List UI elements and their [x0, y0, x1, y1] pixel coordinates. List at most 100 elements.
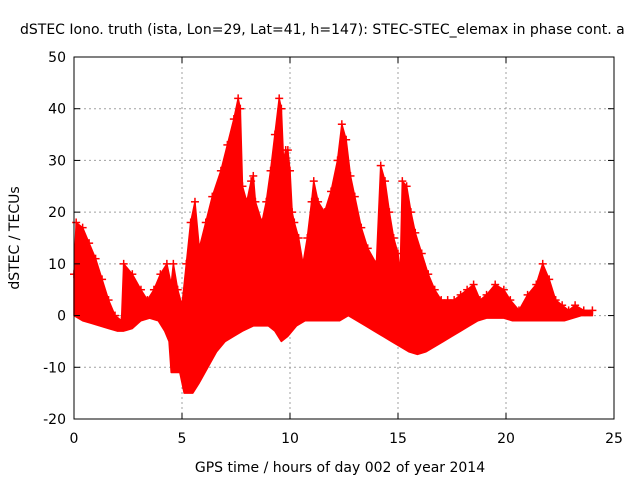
data-point [350, 192, 359, 201]
data-point [506, 296, 515, 305]
x-tick-label: 15 [389, 431, 407, 447]
data-point [394, 249, 402, 258]
data-point [270, 130, 279, 139]
y-tick-labels: -20 -10 0 10 20 30 40 50 [43, 50, 66, 428]
data-point [288, 208, 297, 217]
data-point [294, 234, 303, 242]
data-point [337, 120, 346, 129]
data-point [91, 254, 100, 263]
data-point [385, 208, 394, 217]
data-point [417, 249, 426, 258]
data-point [136, 285, 145, 294]
chart-title: dSTEC Iono. truth (ista, Lon=29, Lat=41,… [20, 22, 625, 38]
data-point [242, 197, 251, 206]
x-axis-label: GPS time / hours of day 002 of year 2014 [195, 460, 485, 476]
y-tick-label: 10 [48, 257, 66, 273]
data-point [402, 182, 411, 191]
data-point [275, 94, 284, 103]
data-point [279, 156, 288, 165]
x-tick-labels: 0 5 10 15 20 25 [70, 431, 623, 447]
data-point [208, 192, 217, 201]
data-point [216, 166, 225, 175]
y-tick-label: -10 [43, 360, 66, 376]
data-point [469, 280, 478, 289]
data-point [223, 140, 232, 149]
x-tick-label: 0 [70, 431, 79, 447]
data-point [257, 218, 266, 227]
data-point [290, 218, 299, 227]
data-point [514, 306, 523, 315]
data-point [186, 218, 195, 227]
data-point [117, 316, 126, 325]
data-point [389, 234, 398, 242]
data-point [476, 296, 485, 305]
data-point [588, 306, 597, 315]
x-tick-label: 20 [497, 431, 515, 447]
data-point [430, 285, 439, 294]
data-point [98, 275, 107, 284]
data-point [201, 218, 210, 227]
y-tick-label: 30 [48, 153, 66, 169]
data-point [286, 166, 294, 175]
data-point [564, 306, 573, 315]
data-point [167, 280, 176, 289]
y-axis-label: dSTEC / TECUs [7, 186, 23, 289]
data-point [342, 135, 351, 144]
x-tick-label: 10 [281, 431, 299, 447]
data-point [234, 94, 243, 103]
data-point [450, 296, 459, 305]
data-point [78, 223, 87, 232]
data-point [523, 290, 532, 299]
data-point [178, 301, 186, 310]
data-point [491, 280, 500, 289]
data-point [499, 285, 508, 294]
data-point [545, 275, 554, 284]
data-point [363, 244, 372, 253]
y-tick-label: 0 [57, 309, 66, 325]
data-point [251, 197, 260, 206]
data-point [262, 197, 271, 206]
y-tick-label: 40 [48, 102, 66, 118]
data-point [236, 104, 245, 113]
data-point [303, 234, 312, 242]
x-tick-label: 25 [605, 431, 623, 447]
data-point [538, 259, 547, 268]
data-point [558, 301, 567, 310]
data-point [398, 177, 407, 186]
data-point [298, 259, 307, 268]
data-point [266, 166, 275, 175]
data-point [128, 270, 137, 279]
data-point [357, 223, 366, 232]
data-point [149, 285, 158, 294]
data-point [249, 171, 258, 180]
series-area [73, 97, 594, 394]
data-point [156, 270, 165, 279]
data-point [463, 285, 472, 294]
data-point [571, 301, 580, 310]
data-point [372, 259, 381, 268]
data-point [579, 306, 588, 315]
data-point [182, 259, 191, 268]
data-point [456, 290, 465, 299]
data-point [381, 177, 390, 186]
data-point [72, 218, 81, 227]
y-tick-label: 20 [48, 205, 66, 221]
data-point [143, 296, 152, 305]
y-tick-label: -20 [43, 412, 66, 428]
data-point [277, 104, 286, 113]
plot-frame [73, 56, 615, 420]
plot-area [70, 94, 597, 394]
y-tick-label: 50 [48, 50, 66, 66]
data-point [314, 197, 323, 206]
data-point [327, 187, 336, 196]
data-point [320, 208, 329, 217]
data-point [119, 259, 128, 268]
data-point [190, 197, 199, 206]
data-point [551, 296, 560, 305]
x-tick-label: 5 [178, 431, 187, 447]
data-point [173, 285, 182, 294]
data-point [424, 270, 433, 279]
axis-ticks [73, 56, 615, 420]
data-point [309, 177, 318, 186]
